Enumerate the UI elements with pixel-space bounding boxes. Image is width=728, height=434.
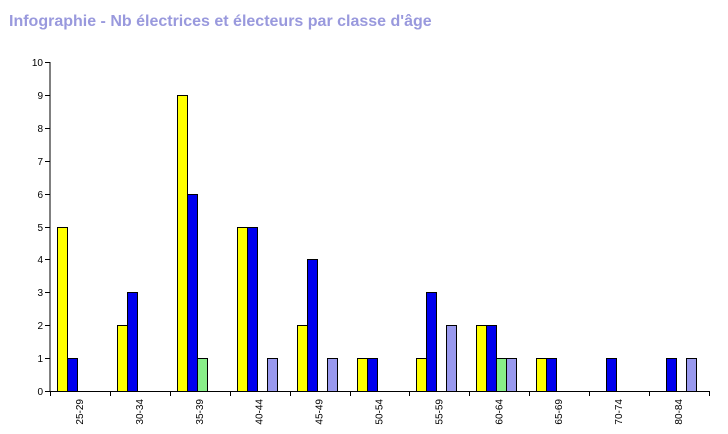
bar	[666, 358, 677, 392]
x-tick-label: 30-34	[135, 399, 146, 425]
bar	[67, 358, 78, 392]
bar	[127, 292, 138, 392]
bar	[476, 325, 487, 392]
bar	[247, 227, 258, 392]
bar	[297, 325, 308, 392]
y-tick-label: 7	[37, 157, 43, 168]
y-tick-label: 4	[37, 255, 43, 266]
x-tick-label: 70-74	[614, 399, 625, 425]
bar	[446, 325, 457, 392]
x-tick-label: 45-49	[315, 399, 326, 425]
bar	[496, 358, 507, 392]
bar	[237, 227, 248, 392]
y-tick-label: 3	[37, 288, 43, 299]
x-tick-label: 35-39	[195, 399, 206, 425]
y-tick-label: 5	[37, 223, 43, 234]
x-tick-label: 60-64	[494, 399, 505, 425]
x-tick-label: 25-29	[75, 399, 86, 425]
bar	[327, 358, 338, 392]
y-tick-label: 10	[32, 58, 44, 69]
y-tick-label: 0	[37, 387, 43, 398]
bar	[187, 194, 198, 392]
bar	[546, 358, 557, 392]
x-tick-label: 65-69	[554, 399, 565, 425]
bar	[426, 292, 437, 392]
x-tick-label: 80-84	[674, 399, 685, 425]
chart-title: Infographie - Nb électrices et électeurs…	[9, 13, 432, 30]
y-tick-label: 1	[37, 354, 43, 365]
bar	[686, 358, 697, 392]
bar	[57, 227, 68, 392]
bar	[267, 358, 278, 392]
bar	[536, 358, 547, 392]
y-tick-label: 8	[37, 124, 43, 135]
bars	[57, 95, 697, 392]
x-tick-label: 40-44	[255, 399, 266, 425]
x-tick-label: 50-54	[375, 399, 386, 425]
y-tick-label: 6	[37, 190, 43, 201]
bar	[506, 358, 517, 392]
bar	[606, 358, 617, 392]
y-tick-label: 2	[37, 321, 43, 332]
bar	[307, 259, 318, 392]
bar	[177, 95, 188, 392]
bar	[367, 358, 378, 392]
bar	[197, 358, 208, 392]
y-axis: 0 1 2 3 4 5 6 7 8 9 10	[32, 58, 51, 398]
bar	[357, 358, 368, 392]
bar	[486, 325, 497, 392]
bar	[117, 325, 128, 392]
x-axis: 25-29 30-34 35-39 40-44 45-49 50-54 55-59 60-64…	[50, 391, 710, 425]
x-tick-label: 55-59	[434, 399, 445, 425]
bar	[416, 358, 427, 392]
y-tick-label: 9	[37, 91, 43, 102]
